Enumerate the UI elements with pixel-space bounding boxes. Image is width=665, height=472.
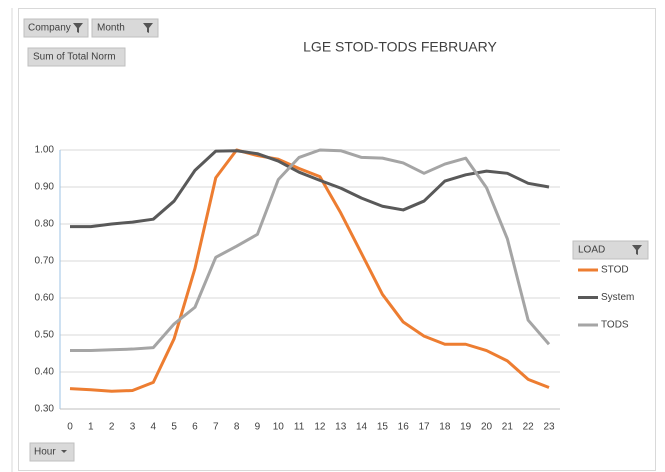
button[interactable]	[572, 240, 649, 260]
y-tick-label: 0.50	[35, 330, 55, 341]
filter-icon[interactable]	[73, 23, 83, 33]
x-tick-label: 22	[523, 422, 535, 433]
x-tick-label: 7	[213, 422, 219, 433]
y-tick-label: 0.30	[35, 404, 55, 415]
series-line	[70, 149, 550, 229]
x-tick-label: 0	[67, 422, 73, 433]
x-tick-label: 12	[314, 422, 326, 433]
x-tick-label: 3	[130, 422, 136, 433]
value-field[interactable]: Sum of Total Norm	[27, 47, 126, 67]
button-label[interactable]: Sum of Total Norm	[33, 52, 116, 63]
chart-title: LGE STOD-TODS FEBRUARY	[303, 39, 497, 55]
filter-icon[interactable]	[632, 245, 642, 255]
x-tick-label: 17	[418, 422, 430, 433]
x-tick-label: 10	[273, 422, 285, 433]
x-tick-label: 20	[481, 422, 493, 433]
x-tick-label: 9	[255, 422, 261, 433]
button[interactable]	[29, 442, 75, 462]
button-label[interactable]: Hour	[34, 447, 56, 458]
x-tick-label: 18	[439, 422, 451, 433]
x-tick-label: 5	[171, 422, 177, 433]
filter-icon[interactable]	[143, 23, 153, 33]
series-line	[69, 148, 550, 393]
y-tick-label: 0.60	[35, 293, 55, 304]
button[interactable]	[23, 18, 89, 38]
button[interactable]	[27, 47, 126, 67]
legend-label: System	[601, 292, 634, 303]
y-tick-label: 0.40	[35, 367, 55, 378]
button-label[interactable]: Company	[28, 23, 71, 34]
dropdown-icon[interactable]	[61, 450, 67, 453]
y-tick-label: 0.90	[35, 182, 55, 193]
legend-label: TODS	[601, 320, 629, 331]
x-tick-label: 16	[398, 422, 410, 433]
button[interactable]	[91, 18, 159, 38]
filter-month[interactable]: Month	[91, 18, 159, 38]
x-tick-label: 14	[356, 422, 368, 433]
x-tick-label: 2	[109, 422, 115, 433]
axis-field[interactable]: Hour	[29, 442, 75, 462]
button-label[interactable]: Month	[97, 23, 125, 34]
button-label[interactable]: LOAD	[578, 245, 605, 256]
x-tick-label: 21	[502, 422, 514, 433]
x-tick-label: 8	[234, 422, 240, 433]
y-tick-label: 0.80	[35, 219, 55, 230]
legend-field[interactable]: LOAD	[572, 240, 649, 260]
x-tick-label: 6	[192, 422, 198, 433]
x-tick-label: 15	[377, 422, 389, 433]
x-tick-label: 19	[460, 422, 472, 433]
chart-area	[18, 8, 656, 471]
x-tick-label: 1	[88, 422, 94, 433]
y-tick-label: 1.00	[35, 145, 55, 156]
x-tick-label: 4	[151, 422, 157, 433]
x-tick-label: 11	[294, 422, 305, 433]
series-line	[70, 148, 551, 353]
y-tick-label: 0.70	[35, 256, 55, 267]
x-tick-label: 13	[335, 422, 347, 433]
filter-company[interactable]: Company	[23, 18, 89, 38]
legend-label: STOD	[601, 265, 629, 276]
x-tick-label: 23	[543, 422, 555, 433]
